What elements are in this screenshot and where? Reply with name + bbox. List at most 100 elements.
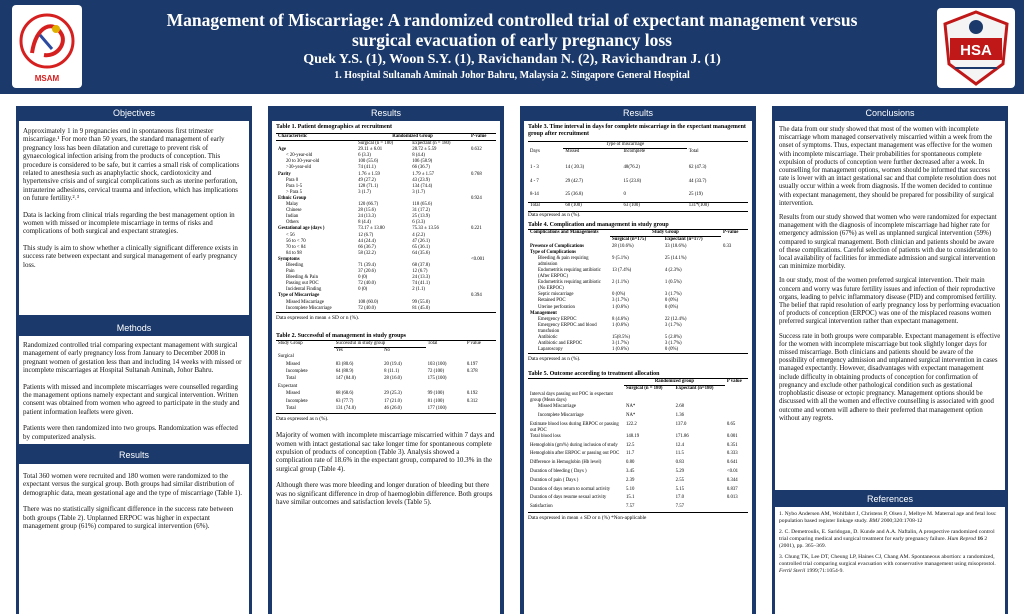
row-value: 25 (14.1%) [664, 255, 687, 261]
svg-text:HSA: HSA [960, 42, 992, 59]
table-row: 70 to < 84 66 (36.7) 65 (36.1) [276, 245, 496, 251]
table-row: Para 0 49 (27.2) 43 (23.9) [276, 178, 496, 184]
table-4-header-study-group: Study Group [652, 230, 679, 236]
row-value: 0.65 [726, 421, 736, 427]
table-row: Missed Miscarriage 108 (60.0) 99 (55.0) [276, 300, 496, 306]
row-value: 66 (36.7) [412, 165, 430, 171]
row-label: Bleeding [286, 262, 304, 268]
table-row: Duration of days return to normal activi… [528, 487, 748, 496]
table-2: Study Group Successful in study group To… [276, 340, 496, 414]
row-value: 175 (100) [427, 376, 447, 382]
row-value: 66 (36.7) [358, 244, 376, 250]
table-1-body: Age 29.11 ± 6.01 28.72 ± 5.59 0.632 < 20-yea… [276, 147, 496, 312]
table-row: 20 to 30-year-old 100 (55.6) 106 (58.9) [276, 159, 496, 165]
row-value: 106 (58.9) [412, 159, 433, 165]
table-row: Incomplete Miscarriage NA* 1.36 [528, 413, 748, 422]
row-label: Uterine perforation [538, 304, 575, 310]
row-value: 63 (77.7) [335, 398, 354, 404]
table-1: Characteristic Randomized Group P-value … [276, 133, 496, 313]
row-value: 0.924 [470, 195, 482, 201]
row-value: 0 (0) [358, 287, 368, 293]
table-row: Total blood loss 148.19 171.86 0.001 [528, 434, 748, 443]
table-row: Symptoms <0.001 [276, 257, 496, 263]
conclusions-paragraph-4: Success rate in both groups were compara… [779, 332, 1001, 422]
row-value: 5.10 [626, 486, 635, 492]
table-3-total-missed: 68 (100) [565, 203, 582, 209]
table-row: Para 1-5 128 (71.1) 134 (74.4) [276, 184, 496, 190]
row-value: 17 (21.0) [384, 398, 402, 404]
row-label: Missed Miscarriage [286, 299, 324, 305]
table-3-header-type: Type of miscarriage [605, 142, 645, 147]
row-value: 25 (36.8) [565, 192, 583, 198]
row-value [465, 384, 496, 391]
row-label: Missed Miscarriage [538, 403, 576, 409]
table-5-body: Interval days passing out POC in expecta… [528, 392, 748, 513]
results-middle-paragraph-1: Majority of women with incomplete miscar… [276, 431, 495, 473]
table-5-caption: Table 5. Outcome according to treatment … [528, 370, 660, 377]
table-row: Duration of days resume sexual activity 1… [528, 495, 748, 504]
table-1-header-surgical: Surgical (n = 180) [356, 140, 411, 148]
table-1-header-expectant: Expectant (n = 180) [410, 140, 469, 148]
row-value: 5.29 [675, 468, 685, 474]
table-4-note: Data expressed as n (%). [528, 356, 581, 363]
table-row: Satisfaction 7.57 7.57 [528, 504, 748, 513]
row-value: 0 (0%) [664, 298, 679, 304]
table-2-body: Surgical Missed 83 (80.6) 20 (19.4) 103 (100… [276, 354, 496, 413]
row-label: 1 - 3 [530, 164, 539, 170]
table-row: Emergency ERPOC 8 (4.6%) 22 (12.4%) [528, 317, 748, 323]
row-value: 72 (100) [427, 368, 445, 374]
row-label: Duration of days return to normal activi… [530, 486, 611, 492]
row-value: 13 (7.4%) [612, 267, 632, 273]
table-3-header-missed: Missed [563, 148, 622, 161]
results-middle-paragraph-2: Although there was more bleeding and lon… [276, 481, 493, 506]
row-label: Missed [286, 361, 300, 367]
row-value: 2.55 [675, 477, 685, 483]
table-2-header-pvalue: P value [466, 341, 481, 347]
row-label: Indian [286, 214, 299, 220]
row-value: 0.80 [626, 460, 635, 466]
row-label: 20 to 30-year-old [286, 159, 320, 165]
row-value: NA* [626, 412, 636, 418]
row-value: 0.197 [466, 361, 478, 367]
row-label: 84 to 98 [286, 250, 302, 256]
row-label: Laparoscopy [538, 347, 563, 353]
table-4-header-pvalue: P-value [722, 230, 739, 236]
row-value: 25 (13.9) [412, 214, 430, 220]
row-value: 72 (40.0) [358, 305, 376, 311]
table-4-header-cm: Complications and Managements [530, 230, 599, 236]
row-label: < 56 [286, 232, 295, 238]
row-value: 6 (3.3) [412, 220, 426, 226]
table-row: Indian 24 (13.3) 25 (13.9) [276, 214, 496, 220]
row-value: 8 (11.1) [384, 368, 400, 374]
table-row: Gestational age (days ) 73.17 ± 13.80 75.3… [276, 226, 496, 232]
row-value [721, 268, 748, 280]
row-value: 29.11 ± 6.01 [358, 147, 383, 153]
row-label: Antibiotic [538, 334, 558, 340]
row-value: 3.45 [626, 468, 635, 474]
objectives-panel: Approximately 1 in 9 pregnancies end in … [19, 121, 249, 315]
row-value: 0.013 [726, 495, 738, 501]
table-3-header-incomplete: Incomplete [621, 148, 687, 161]
table-3-body: 1 - 3 14 ( 20.3) 48(76.2) 62 (47.3) 4 - 7 29 … [528, 161, 748, 203]
conclusions-paragraph-3: In our study, most of the women preferre… [779, 277, 1001, 326]
row-label: Emergency ERPOC and blood transfusion [538, 322, 597, 334]
table-row: Retained POC 3 (1.7%) 0 (0%) [528, 298, 748, 304]
row-value: 72 (40.0) [358, 281, 376, 287]
row-value: 15(8.5%) [612, 334, 630, 340]
row-value: 43 (23.9) [412, 177, 430, 183]
svg-text:MSAM: MSAM [35, 74, 60, 83]
table-5-header-pvalue: P value [726, 378, 742, 384]
table-row: Type of Complications [528, 250, 748, 256]
table-row: Estimate blood loss during ERPOC or pass… [528, 422, 748, 434]
results-panel-middle: Table 1. Patient demographics at recruit… [272, 121, 500, 614]
row-value: 12.4 [675, 442, 685, 448]
methods-paragraph-3: Patients were then randomized into two g… [23, 424, 238, 441]
row-value: 0 (0) [358, 275, 368, 281]
row-value: 68 (68.6) [335, 391, 354, 397]
row-value: 1.79 ± 1.57 [412, 171, 435, 177]
results-heading-left: Results [16, 449, 252, 462]
row-value: 0.394 [470, 293, 482, 299]
row-value: 47 (26.1) [412, 238, 430, 244]
row-label: Antibiotic and ERPOC [538, 341, 583, 347]
table-row: < 56 12 (6.7) 4 (2.2) [276, 233, 496, 239]
